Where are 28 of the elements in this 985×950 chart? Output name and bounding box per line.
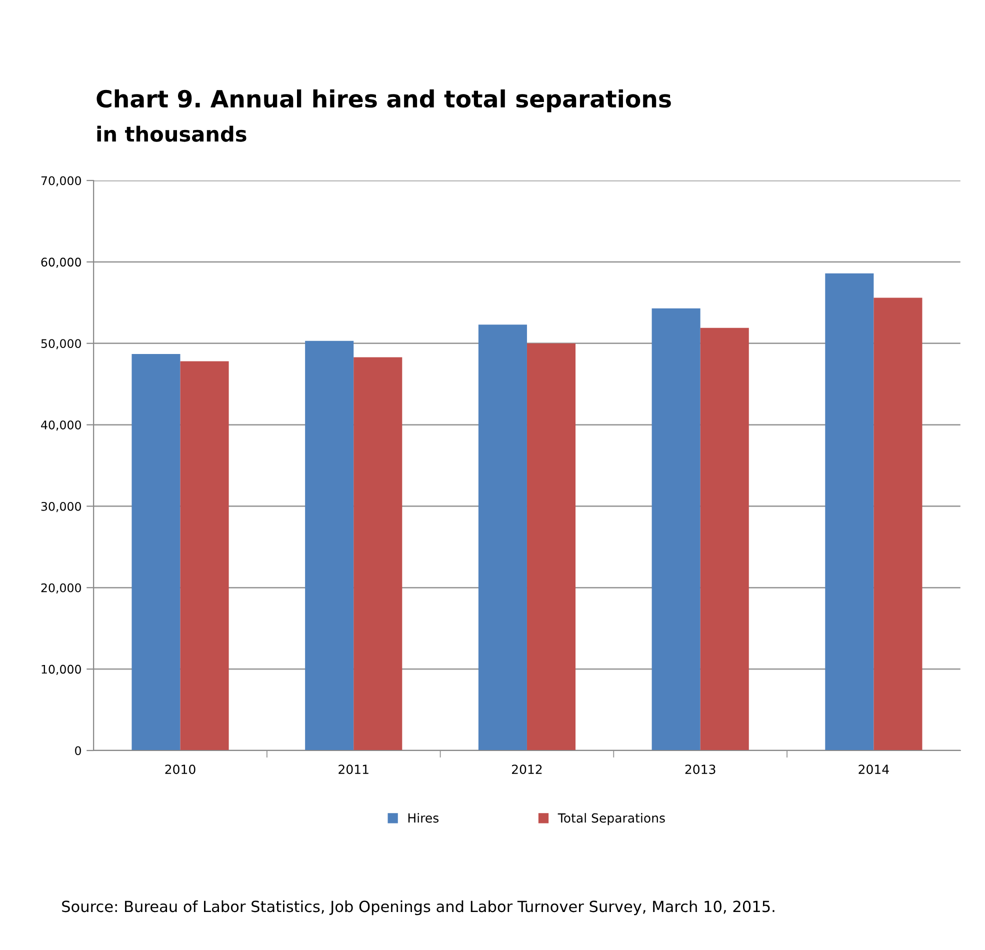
y-tick-label: 0	[75, 746, 81, 756]
x-tick-label: 2013	[685, 764, 716, 774]
legend-label: Hires	[408, 813, 439, 823]
y-tick-label: 70,000	[41, 176, 81, 186]
y-tick-label: 20,000	[41, 583, 81, 594]
x-tick-label: 2011	[338, 764, 368, 774]
bar	[652, 308, 700, 750]
bar	[700, 328, 749, 750]
bar	[478, 324, 527, 750]
legend-label: Total Separations	[558, 813, 665, 826]
source-note: Source: Bureau of Labor Statistics, Job Openings and Labor Turnover Survey, March 10, 2015.	[62, 900, 774, 916]
x-tick-label: 2014	[858, 764, 889, 774]
bar	[305, 340, 354, 750]
x-tick-label: 2012	[512, 764, 542, 774]
bar	[874, 298, 922, 750]
bar	[825, 273, 874, 750]
chart-title: Chart 9. Annual hires and total separations	[96, 89, 671, 112]
bar	[132, 354, 180, 750]
chart-subtitle: in thousands	[97, 126, 246, 142]
y-tick-label: 10,000	[42, 664, 81, 675]
y-tick-label: 50,000	[41, 339, 81, 350]
y-tick-label: 60,000	[41, 258, 81, 268]
bar	[180, 361, 229, 750]
y-tick-label: 40,000	[41, 420, 81, 431]
bar	[354, 357, 402, 750]
x-tick-label: 2010	[165, 764, 196, 774]
y-tick-label: 30,000	[41, 502, 81, 512]
bar	[526, 343, 576, 750]
